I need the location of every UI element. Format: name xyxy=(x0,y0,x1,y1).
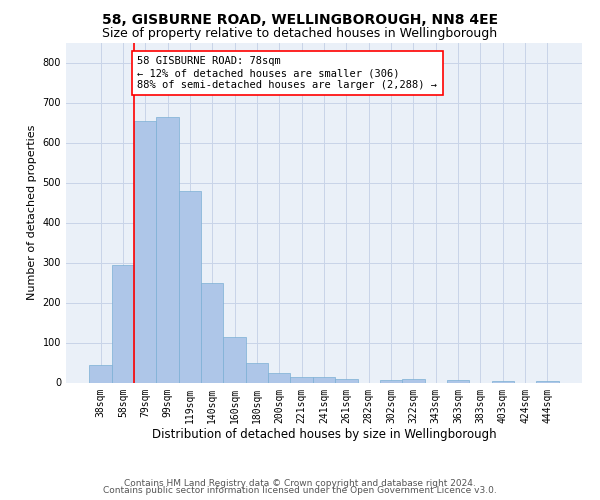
Text: 58, GISBURNE ROAD, WELLINGBOROUGH, NN8 4EE: 58, GISBURNE ROAD, WELLINGBOROUGH, NN8 4… xyxy=(102,12,498,26)
Bar xyxy=(268,372,290,382)
Bar xyxy=(157,116,179,382)
Bar xyxy=(447,380,469,382)
Text: Contains HM Land Registry data © Crown copyright and database right 2024.: Contains HM Land Registry data © Crown c… xyxy=(124,478,476,488)
Bar xyxy=(89,364,112,382)
Bar xyxy=(290,377,313,382)
Bar xyxy=(380,380,402,382)
Bar xyxy=(246,362,268,382)
X-axis label: Distribution of detached houses by size in Wellingborough: Distribution of detached houses by size … xyxy=(152,428,496,441)
Bar xyxy=(201,284,223,382)
Bar xyxy=(335,380,358,382)
Text: Contains public sector information licensed under the Open Government Licence v3: Contains public sector information licen… xyxy=(103,486,497,495)
Bar xyxy=(179,192,201,382)
Text: Size of property relative to detached houses in Wellingborough: Size of property relative to detached ho… xyxy=(103,28,497,40)
Bar xyxy=(223,338,246,382)
Bar xyxy=(134,120,157,382)
Bar xyxy=(313,378,335,382)
Y-axis label: Number of detached properties: Number of detached properties xyxy=(27,125,37,300)
Bar xyxy=(402,380,425,382)
Text: 58 GISBURNE ROAD: 78sqm
← 12% of detached houses are smaller (306)
88% of semi-d: 58 GISBURNE ROAD: 78sqm ← 12% of detache… xyxy=(137,56,437,90)
Bar xyxy=(112,266,134,382)
Bar xyxy=(491,380,514,382)
Bar xyxy=(536,380,559,382)
